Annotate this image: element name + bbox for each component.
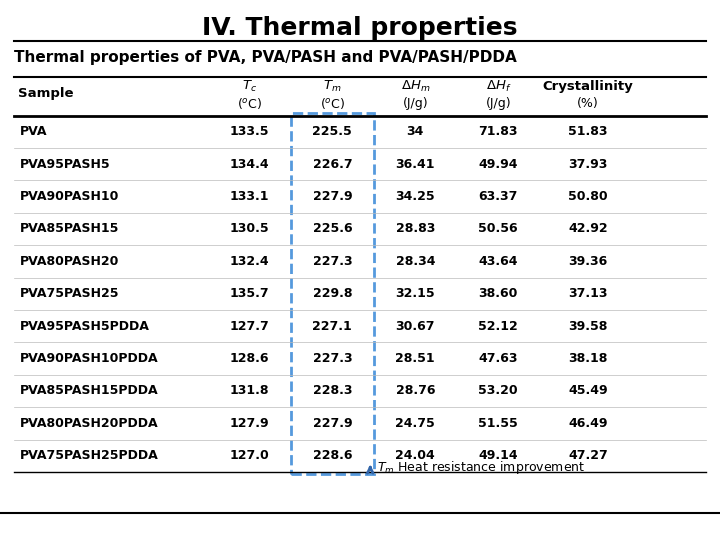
Text: 49.94: 49.94 (479, 158, 518, 171)
Text: PVA75PASH25: PVA75PASH25 (20, 287, 120, 300)
Text: $T_m$ Heat resistance improvement: $T_m$ Heat resistance improvement (377, 459, 586, 476)
Text: 38.18: 38.18 (568, 352, 608, 365)
Text: (J/g): (J/g) (485, 97, 511, 110)
Text: PVA90PASH10PDDA: PVA90PASH10PDDA (20, 352, 159, 365)
Text: ($^o$C): ($^o$C) (320, 96, 345, 111)
Text: 225.5: 225.5 (312, 125, 352, 138)
Text: 37.13: 37.13 (568, 287, 608, 300)
Text: 227.3: 227.3 (312, 255, 352, 268)
Text: 52.12: 52.12 (478, 320, 518, 333)
Text: 134.4: 134.4 (230, 158, 269, 171)
Text: 128.6: 128.6 (230, 352, 269, 365)
Text: Crystallinity: Crystallinity (543, 80, 634, 93)
Text: Thermal properties of PVA, PVA/PASH and PVA/PASH/PDDA: Thermal properties of PVA, PVA/PASH and … (14, 50, 517, 65)
Text: 135.7: 135.7 (230, 287, 269, 300)
Text: $\Delta \it{H}_f$: $\Delta \it{H}_f$ (485, 79, 511, 94)
Text: PVA80PASH20PDDA: PVA80PASH20PDDA (20, 417, 159, 430)
Text: PVA85PASH15: PVA85PASH15 (20, 222, 120, 235)
Text: Sample: Sample (18, 87, 73, 100)
Text: 225.6: 225.6 (312, 222, 352, 235)
Text: 30.67: 30.67 (395, 320, 435, 333)
Text: 133.1: 133.1 (230, 190, 269, 203)
Text: 50.80: 50.80 (568, 190, 608, 203)
Text: 227.9: 227.9 (312, 417, 352, 430)
Text: 47.27: 47.27 (568, 449, 608, 462)
Text: 50.56: 50.56 (478, 222, 518, 235)
Text: PVA: PVA (20, 125, 48, 138)
Text: 39.58: 39.58 (568, 320, 608, 333)
Text: PVA75PASH25PDDA: PVA75PASH25PDDA (20, 449, 159, 462)
Text: 28.51: 28.51 (395, 352, 435, 365)
Text: 34.25: 34.25 (395, 190, 435, 203)
Text: PVA95PASH5PDDA: PVA95PASH5PDDA (20, 320, 150, 333)
Text: $\it{T}_c$: $\it{T}_c$ (242, 79, 257, 94)
Text: 39.36: 39.36 (569, 255, 608, 268)
Text: 43.64: 43.64 (479, 255, 518, 268)
Text: 38.60: 38.60 (479, 287, 518, 300)
Text: 37.93: 37.93 (568, 158, 608, 171)
Text: 226.7: 226.7 (312, 158, 352, 171)
Text: (%): (%) (577, 97, 599, 110)
Text: 34: 34 (407, 125, 424, 138)
Text: PVA95PASH5: PVA95PASH5 (20, 158, 111, 171)
Text: 127.7: 127.7 (230, 320, 269, 333)
Text: 46.49: 46.49 (568, 417, 608, 430)
Text: 45.49: 45.49 (568, 384, 608, 397)
Text: PVA80PASH20: PVA80PASH20 (20, 255, 120, 268)
Text: 227.3: 227.3 (312, 352, 352, 365)
Text: 51.83: 51.83 (568, 125, 608, 138)
Text: PVA85PASH15PDDA: PVA85PASH15PDDA (20, 384, 159, 397)
Text: 36.41: 36.41 (395, 158, 435, 171)
Text: 51.55: 51.55 (478, 417, 518, 430)
Text: 28.34: 28.34 (395, 255, 435, 268)
Text: 229.8: 229.8 (312, 287, 352, 300)
Text: 24.75: 24.75 (395, 417, 435, 430)
Text: $\Delta \it{H}_m$: $\Delta \it{H}_m$ (400, 79, 430, 94)
Text: 228.6: 228.6 (312, 449, 352, 462)
Text: 28.76: 28.76 (395, 384, 435, 397)
Text: PVA90PASH10: PVA90PASH10 (20, 190, 120, 203)
Text: IV. Thermal properties: IV. Thermal properties (202, 16, 518, 40)
Text: 28.83: 28.83 (395, 222, 435, 235)
Text: 227.9: 227.9 (312, 190, 352, 203)
Text: 49.14: 49.14 (478, 449, 518, 462)
Text: 24.04: 24.04 (395, 449, 435, 462)
Text: 130.5: 130.5 (230, 222, 269, 235)
Text: 32.15: 32.15 (395, 287, 435, 300)
Text: 228.3: 228.3 (312, 384, 352, 397)
Text: 63.37: 63.37 (479, 190, 518, 203)
Text: 53.20: 53.20 (478, 384, 518, 397)
Text: 47.63: 47.63 (479, 352, 518, 365)
Text: 127.0: 127.0 (230, 449, 269, 462)
Text: ($^o$C): ($^o$C) (237, 96, 262, 111)
Text: (J/g): (J/g) (402, 97, 428, 110)
Text: 227.1: 227.1 (312, 320, 352, 333)
Text: $\it{T}_m$: $\it{T}_m$ (323, 79, 341, 94)
Text: 133.5: 133.5 (230, 125, 269, 138)
Text: 71.83: 71.83 (479, 125, 518, 138)
Text: 131.8: 131.8 (230, 384, 269, 397)
Text: 127.9: 127.9 (230, 417, 269, 430)
Text: 42.92: 42.92 (568, 222, 608, 235)
Text: 132.4: 132.4 (230, 255, 269, 268)
